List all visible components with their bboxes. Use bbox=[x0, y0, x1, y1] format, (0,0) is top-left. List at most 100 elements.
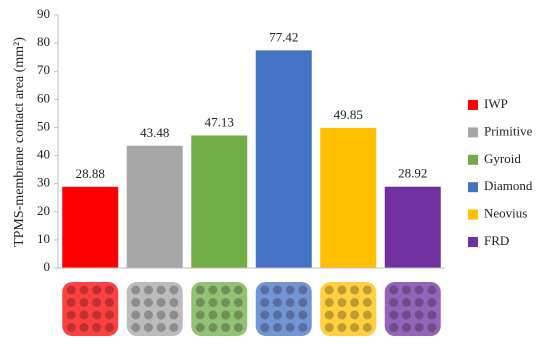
structure-cell bbox=[337, 285, 347, 295]
structure-cell bbox=[104, 323, 114, 332]
legend-swatch bbox=[468, 100, 478, 110]
structure-cell bbox=[66, 285, 76, 295]
structure-cell bbox=[324, 323, 334, 332]
structure-cell bbox=[92, 298, 102, 307]
structure-cell bbox=[427, 285, 437, 295]
bar bbox=[384, 186, 441, 268]
structure-cell bbox=[66, 298, 76, 307]
structure-cell bbox=[260, 298, 270, 307]
structure-shape bbox=[126, 282, 183, 336]
structure-cell bbox=[298, 310, 308, 320]
structure-shape bbox=[384, 282, 441, 336]
structure-cell bbox=[131, 285, 141, 295]
y-tick-label: 70 bbox=[37, 62, 50, 77]
structure-cell bbox=[350, 310, 360, 320]
structure-cell bbox=[272, 310, 282, 320]
value-label: 28.92 bbox=[398, 166, 427, 181]
structure-cell bbox=[156, 323, 166, 332]
legend-label: Diamond bbox=[484, 178, 533, 193]
structure-cell bbox=[362, 298, 372, 307]
legend-label: Gyroid bbox=[484, 151, 521, 166]
structure-cell bbox=[427, 323, 437, 332]
structure-cell bbox=[156, 285, 166, 295]
structure-cell bbox=[143, 323, 153, 332]
y-tick-label: 50 bbox=[37, 118, 50, 133]
structure-cell bbox=[131, 323, 141, 332]
structure-cell bbox=[401, 323, 411, 332]
structure-cell bbox=[169, 310, 179, 320]
bar bbox=[62, 186, 119, 268]
y-tick-label: 30 bbox=[37, 175, 50, 190]
value-label: 28.88 bbox=[76, 166, 105, 181]
legend-label: IWP bbox=[484, 96, 508, 111]
structure-cell bbox=[427, 298, 437, 307]
y-axis-label: TPMS-membrane contact area (mm²) bbox=[12, 37, 27, 247]
structure-cell bbox=[362, 285, 372, 295]
structure-cell bbox=[362, 323, 372, 332]
bar bbox=[191, 135, 248, 268]
value-label: 49.85 bbox=[334, 107, 363, 122]
y-tick-label: 90 bbox=[37, 6, 50, 21]
structure-cell bbox=[298, 298, 308, 307]
structure-cell bbox=[324, 298, 334, 307]
structure-cell bbox=[337, 310, 347, 320]
structure-cell bbox=[389, 310, 399, 320]
structure-cell bbox=[195, 310, 205, 320]
structure-cell bbox=[233, 298, 243, 307]
structure-cell bbox=[104, 298, 114, 307]
structure-image bbox=[255, 282, 312, 336]
structure-cell bbox=[208, 323, 218, 332]
structure-image bbox=[191, 282, 248, 336]
structure-shape bbox=[255, 282, 312, 336]
structure-cell bbox=[143, 310, 153, 320]
legend-label: FRD bbox=[484, 233, 509, 248]
structure-cell bbox=[156, 298, 166, 307]
legend-swatch bbox=[468, 127, 478, 138]
bar bbox=[255, 50, 312, 269]
structure-shape bbox=[62, 282, 119, 336]
structure-cell bbox=[92, 323, 102, 332]
legend-label: Primitive bbox=[484, 123, 533, 138]
structure-cell bbox=[79, 285, 89, 295]
structure-cell bbox=[169, 285, 179, 295]
value-label: 77.42 bbox=[269, 29, 298, 44]
structure-cell bbox=[104, 285, 114, 295]
structure-cell bbox=[195, 298, 205, 307]
structure-cell bbox=[233, 310, 243, 320]
structure-cell bbox=[362, 310, 372, 320]
structure-cell bbox=[389, 323, 399, 332]
structure-cell bbox=[195, 285, 205, 295]
structure-cell bbox=[414, 285, 424, 295]
structure-cell bbox=[337, 298, 347, 307]
structure-cell bbox=[414, 298, 424, 307]
structure-cell bbox=[260, 323, 270, 332]
structure-cell bbox=[143, 298, 153, 307]
structure-cell bbox=[79, 310, 89, 320]
structure-cell bbox=[285, 298, 295, 307]
structure-cell bbox=[221, 298, 231, 307]
structure-cell bbox=[272, 285, 282, 295]
structure-cell bbox=[414, 323, 424, 332]
structure-cell bbox=[324, 285, 334, 295]
structure-cell bbox=[350, 298, 360, 307]
structure-cell bbox=[131, 310, 141, 320]
structure-cell bbox=[298, 323, 308, 332]
structure-cell bbox=[208, 310, 218, 320]
structure-cell bbox=[285, 285, 295, 295]
structure-shape bbox=[191, 282, 248, 336]
structure-shape bbox=[320, 282, 377, 336]
legend-label: Neovius bbox=[484, 206, 527, 221]
structure-image bbox=[126, 282, 183, 336]
structure-cell bbox=[131, 298, 141, 307]
structure-cell bbox=[156, 310, 166, 320]
structure-cell bbox=[79, 298, 89, 307]
bar bbox=[126, 145, 183, 268]
structure-cell bbox=[79, 323, 89, 332]
structure-image bbox=[62, 282, 119, 336]
structure-cell bbox=[221, 285, 231, 295]
structure-cell bbox=[260, 285, 270, 295]
structure-cell bbox=[143, 285, 153, 295]
structure-cell bbox=[260, 310, 270, 320]
structure-cell bbox=[272, 323, 282, 332]
